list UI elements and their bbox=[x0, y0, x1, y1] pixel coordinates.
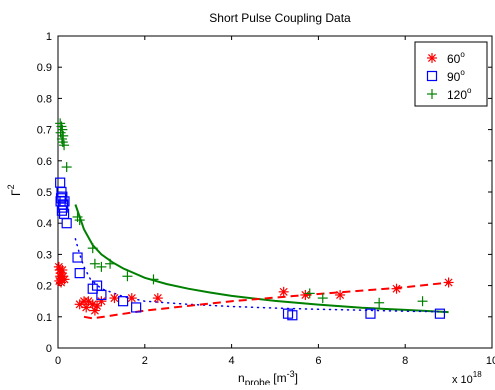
data-point-60 bbox=[152, 293, 163, 304]
legend-marker-120 bbox=[427, 89, 437, 99]
x-axis-label-sub: probe bbox=[245, 378, 271, 385]
data-point-90 bbox=[117, 296, 129, 307]
x-axis-label-unit-close: ] bbox=[295, 371, 298, 385]
data-point-120 bbox=[89, 258, 100, 269]
y-tick-label: 0.6 bbox=[37, 156, 52, 168]
data-point-60 bbox=[83, 296, 94, 307]
y-tick-label: 0.5 bbox=[37, 187, 52, 199]
y-tick-label: 0.7 bbox=[37, 125, 52, 137]
y-tick-label: 0.4 bbox=[37, 218, 52, 230]
legend: 60o 90o 120o bbox=[414, 41, 488, 107]
x-axis-label: nprobe [m-3] bbox=[238, 369, 298, 385]
x-axis-label-unit-exp: -3 bbox=[287, 369, 295, 379]
x-tick-label: 8 bbox=[402, 355, 408, 367]
fit-lines bbox=[74, 204, 450, 320]
legend-marker-90 bbox=[426, 70, 438, 82]
y-axis-label: Γ2 bbox=[6, 184, 23, 196]
data-point-60 bbox=[57, 265, 68, 275]
data-point-90 bbox=[61, 218, 72, 229]
data-point-60 bbox=[391, 283, 402, 294]
data-point-60 bbox=[335, 289, 346, 300]
data-point-60 bbox=[109, 293, 120, 304]
data-point-120 bbox=[317, 293, 328, 304]
data-point-90 bbox=[74, 268, 85, 279]
x-tick-labels: 0 2 4 6 8 10 bbox=[55, 355, 495, 367]
data-point-120 bbox=[122, 271, 133, 282]
y-axis-label-main: Γ bbox=[9, 189, 23, 196]
data-point-120 bbox=[87, 243, 98, 254]
data-point-60 bbox=[96, 296, 107, 307]
data-point-120 bbox=[374, 297, 385, 308]
data-point-90 bbox=[365, 308, 376, 319]
red-dashed-line bbox=[83, 281, 449, 320]
legend-label-60: 60o bbox=[447, 50, 465, 66]
data-point-90 bbox=[131, 302, 142, 313]
y-tick-label: 0.2 bbox=[37, 281, 52, 293]
data-point-120 bbox=[59, 140, 70, 151]
data-point-90 bbox=[287, 310, 298, 321]
y-tick-label: 0.8 bbox=[37, 93, 52, 105]
y-tick-label: 0.3 bbox=[37, 249, 52, 261]
y-tick-label: 0.1 bbox=[37, 312, 52, 324]
x-tick-label: 2 bbox=[142, 355, 148, 367]
y-axis-label-exp: 2 bbox=[6, 184, 16, 189]
data-point-90 bbox=[72, 252, 83, 263]
data-point-60 bbox=[278, 286, 289, 297]
blue-dotted-line bbox=[74, 238, 450, 313]
x-multiplier-base: x 10 bbox=[452, 374, 473, 385]
data-point-90 bbox=[57, 202, 68, 213]
x-tick-label: 4 bbox=[229, 355, 235, 367]
x-tick-label: 10 bbox=[486, 355, 495, 367]
green-solid-line bbox=[74, 204, 449, 314]
legend-items: 60o 90o 120o bbox=[426, 50, 472, 102]
x-multiplier-exp: 18 bbox=[473, 370, 482, 379]
x-axis-label-unit: [m bbox=[273, 371, 286, 385]
x-tick-label: 0 bbox=[55, 355, 61, 367]
data-point-90 bbox=[96, 289, 107, 301]
data-point-90 bbox=[59, 196, 70, 207]
data-point-120 bbox=[61, 162, 72, 173]
x-tick-label: 6 bbox=[315, 355, 321, 367]
y-tick-label: 0 bbox=[46, 343, 52, 355]
data-point-120 bbox=[96, 261, 107, 272]
data-point-120 bbox=[304, 288, 315, 299]
y-tick-label: 0.9 bbox=[37, 62, 52, 74]
legend-label-90: 90o bbox=[447, 68, 465, 84]
data-point-60 bbox=[59, 274, 70, 285]
y-tick-labels: 0 0.1 0.2 0.3 0.4 0.5 0.6 0.7 0.8 0.9 1 bbox=[37, 31, 52, 355]
legend-label-120: 120o bbox=[447, 86, 472, 102]
data-point-60 bbox=[443, 277, 454, 288]
axis-ticks bbox=[57, 35, 493, 349]
data-point-60 bbox=[300, 289, 311, 300]
data-markers bbox=[53, 118, 454, 321]
x-axis-multiplier: x 1018 bbox=[452, 370, 482, 385]
data-point-120 bbox=[417, 296, 428, 307]
y-tick-label: 1 bbox=[46, 31, 52, 43]
data-point-120 bbox=[148, 274, 159, 285]
legend-marker-60 bbox=[427, 53, 437, 63]
data-point-120 bbox=[105, 258, 116, 269]
x-axis-label-main: n bbox=[238, 371, 245, 385]
data-point-60 bbox=[126, 293, 137, 304]
data-point-120 bbox=[74, 215, 85, 226]
chart-title: Short Pulse Coupling Data bbox=[209, 11, 351, 25]
data-point-90 bbox=[434, 308, 446, 319]
